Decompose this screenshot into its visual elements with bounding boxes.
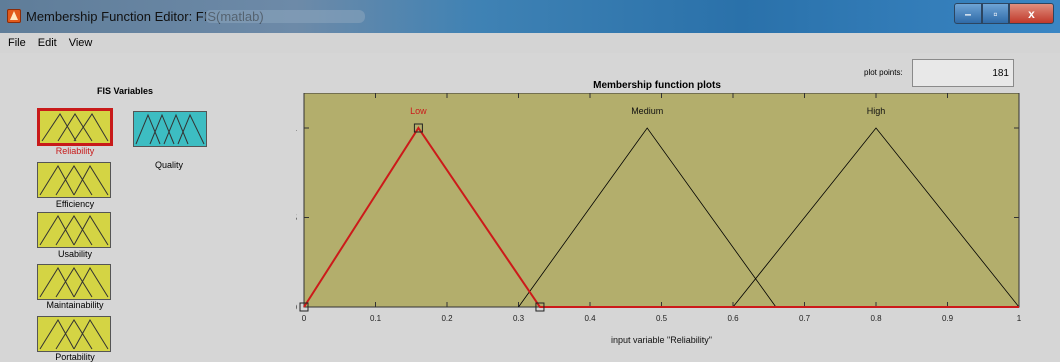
maximize-button[interactable]: ▫ xyxy=(982,3,1009,24)
title-bar: Membership Function Editor: FIS(matlab) … xyxy=(0,0,1060,33)
membership-function-plot[interactable]: 0 0.1 0.2 0.3 0.4 0.5 0.6 0.7 0.8 0.9 1 0 0.5 1 Medium… xyxy=(296,93,1036,361)
fis-variables-title: FIS Variables xyxy=(97,86,154,96)
mf-vertex-handle[interactable] xyxy=(535,302,545,312)
fis-input-usability-box[interactable] xyxy=(37,212,111,248)
x-tick-label: 0.2 xyxy=(441,314,453,323)
fis-input-efficiency-box[interactable] xyxy=(37,162,111,198)
x-tick-label: 0.8 xyxy=(870,314,882,323)
x-tick-label: 0.4 xyxy=(584,314,596,323)
mf-high-line[interactable] xyxy=(732,127,1020,308)
x-tick-label: 0 xyxy=(302,314,307,323)
fis-input-maintainability-box[interactable] xyxy=(37,264,111,300)
mf-low-line[interactable] xyxy=(303,126,1019,308)
menu-view[interactable]: View xyxy=(68,37,93,49)
matlab-app-icon xyxy=(7,9,21,23)
mf-vertex-handle[interactable] xyxy=(299,302,309,312)
x-tick-label: 0.5 xyxy=(656,314,668,323)
y-tick-label: 1 xyxy=(296,124,298,133)
fis-input-portability-box[interactable] xyxy=(37,316,111,352)
fis-input-efficiency-label: Efficiency xyxy=(55,199,95,209)
membership-thumbnail-icon xyxy=(39,319,109,350)
x-tick-label: 0.6 xyxy=(727,314,739,323)
fis-output-quality-box[interactable] xyxy=(133,111,207,147)
x-tick-label: 0.9 xyxy=(942,314,954,323)
plot-title: Membership function plots xyxy=(593,80,721,91)
x-axis-label: input variable "Reliability" xyxy=(611,335,712,345)
membership-thumbnail-icon xyxy=(39,165,109,196)
mf-vertex-handle[interactable] xyxy=(413,123,423,133)
membership-thumbnail-icon xyxy=(39,267,109,298)
menu-edit[interactable]: Edit xyxy=(37,37,57,49)
x-tick-label: 0.7 xyxy=(799,314,811,323)
membership-thumbnail-icon xyxy=(135,113,205,145)
mf-low-label: Low xyxy=(410,106,427,116)
mf-medium-line[interactable] xyxy=(518,127,777,308)
menu-bar: File Edit View xyxy=(0,33,1060,53)
title-blurred-region xyxy=(205,10,365,23)
y-tick-label: 0 xyxy=(296,303,298,312)
y-tick-label: 0.5 xyxy=(296,214,298,223)
fis-output-quality-label: Quality xyxy=(154,160,183,170)
close-button[interactable]: x xyxy=(1009,3,1054,24)
fis-input-reliability-box[interactable] xyxy=(37,108,113,146)
plot-points-input[interactable]: 181 xyxy=(912,59,1014,87)
window-title: Membership Function Editor: FIS(matlab) xyxy=(26,9,264,24)
plot-area xyxy=(303,93,1020,308)
x-tick-label: 0.1 xyxy=(370,314,382,323)
membership-thumbnail-icon xyxy=(41,113,109,142)
plot-points-label: plot points: xyxy=(864,68,903,77)
fis-input-portability-label: Portability xyxy=(55,352,95,362)
membership-thumbnail-icon xyxy=(39,215,109,246)
fis-input-maintainability-label: Maintainability xyxy=(46,300,104,310)
mf-medium-label: Medium xyxy=(631,106,663,116)
x-tick-label: 1 xyxy=(1017,314,1022,323)
menu-file[interactable]: File xyxy=(8,37,26,49)
mf-high-label: High xyxy=(867,106,886,116)
fis-input-usability-label: Usability xyxy=(57,249,92,259)
x-tick-label: 0.3 xyxy=(513,314,525,323)
minimize-button[interactable]: – xyxy=(954,3,982,24)
fis-input-reliability-label: Reliability xyxy=(55,146,95,156)
